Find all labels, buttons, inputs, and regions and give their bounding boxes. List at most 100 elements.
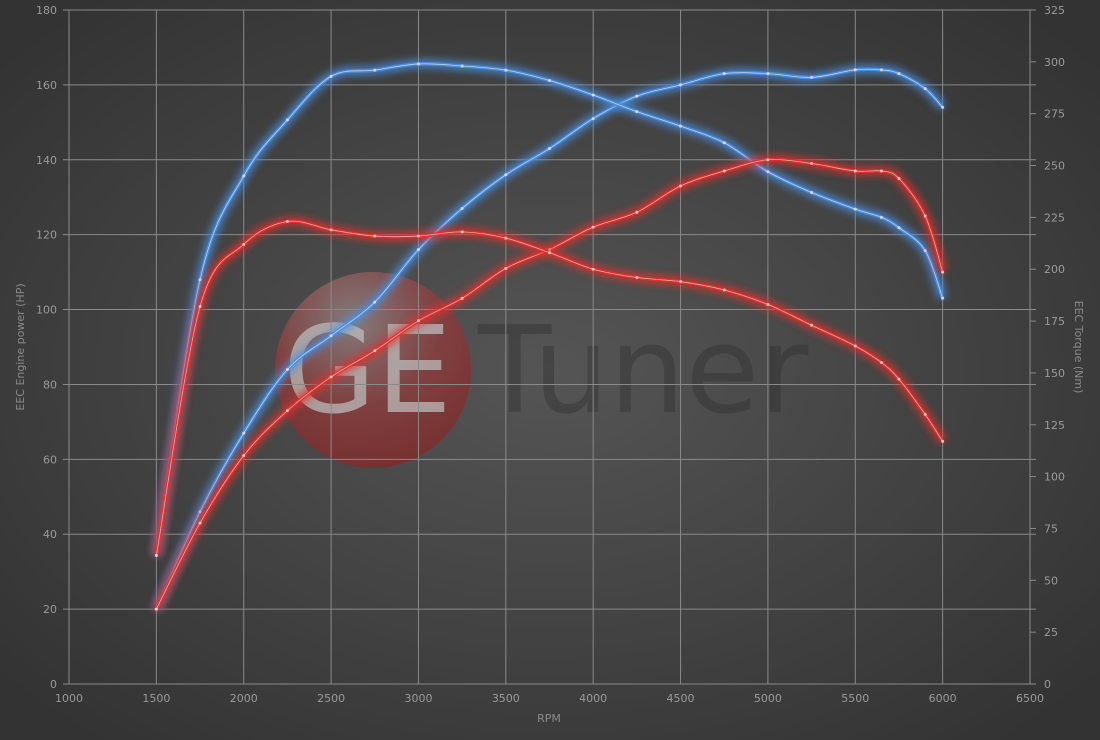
data-point (198, 521, 202, 525)
series-0-power-line (152, 64, 947, 611)
y-right-tick-label: 150 (1044, 367, 1065, 380)
data-point (853, 207, 857, 211)
x-tick-label: 5500 (841, 692, 869, 705)
data-point (853, 169, 857, 173)
data-point (679, 184, 683, 188)
data-point (154, 607, 158, 611)
data-point (548, 79, 551, 83)
data-point (941, 270, 945, 274)
y-right-tick-label: 100 (1044, 471, 1065, 484)
data-point (766, 302, 770, 306)
data-point (722, 288, 726, 292)
data-point (897, 226, 901, 230)
data-point (460, 230, 464, 234)
data-point (810, 190, 814, 194)
data-point (923, 249, 927, 253)
data-point (679, 124, 683, 128)
y-left-tick-label: 160 (36, 79, 57, 92)
data-point (285, 220, 289, 224)
data-point (460, 206, 464, 210)
data-point (810, 162, 814, 166)
data-point (941, 296, 945, 300)
data-point (923, 412, 927, 416)
y-right-tick-label: 225 (1044, 211, 1065, 224)
y-axis-right-label: EEC Torque (Nm) (1072, 301, 1085, 394)
data-point (242, 174, 246, 178)
data-point (504, 266, 508, 270)
svg-text:GE: GE (283, 302, 452, 441)
y-left-tick-label: 100 (36, 304, 57, 317)
data-point (897, 177, 901, 180)
data-point (154, 553, 158, 557)
data-point (923, 214, 927, 218)
data-point (635, 210, 639, 214)
x-tick-label: 6000 (929, 692, 957, 705)
data-point (853, 344, 857, 348)
data-point (879, 215, 883, 219)
data-point (679, 280, 683, 284)
data-point (373, 68, 377, 72)
data-point (722, 72, 726, 76)
svg-text:Tuner: Tuner (477, 302, 809, 441)
data-point (329, 228, 333, 232)
y-left-tick-label: 0 (50, 678, 57, 691)
x-tick-label: 6500 (1016, 692, 1044, 705)
x-tick-label: 2000 (230, 692, 258, 705)
y-left-tick-label: 120 (36, 229, 57, 242)
data-point (766, 170, 770, 174)
y-right-tick-label: 25 (1044, 626, 1058, 639)
data-point (635, 276, 639, 280)
y-right-tick-label: 250 (1044, 160, 1065, 173)
x-tick-label: 2500 (317, 692, 345, 705)
x-tick-label: 5000 (754, 692, 782, 705)
data-point (373, 300, 377, 304)
data-point (460, 296, 464, 300)
data-point (941, 439, 945, 443)
y-right-tick-label: 0 (1044, 678, 1051, 691)
data-point (897, 72, 901, 76)
data-point (591, 225, 595, 229)
y-right-tick-label: 275 (1044, 108, 1065, 121)
data-point (897, 377, 901, 381)
data-point (198, 305, 202, 309)
y-left-tick-label: 140 (36, 154, 57, 167)
data-point (853, 68, 857, 72)
data-point (329, 74, 333, 78)
data-point (416, 319, 420, 323)
y-left-tick-label: 180 (36, 4, 57, 17)
series-1-torque-line (151, 59, 947, 557)
x-tick-label: 4000 (579, 692, 607, 705)
data-point (722, 169, 726, 173)
x-tick-label: 1500 (142, 692, 170, 705)
data-point (373, 349, 377, 353)
data-point (504, 68, 508, 72)
data-point (548, 251, 551, 255)
data-point (416, 62, 420, 66)
data-point (416, 234, 420, 238)
y-left-tick-label: 60 (43, 453, 57, 466)
x-tick-label: 3500 (492, 692, 520, 705)
y-axis-left-label: EEC Engine power (HP) (14, 283, 27, 410)
data-point (879, 361, 883, 365)
y-left-tick-label: 80 (43, 378, 57, 391)
data-point (548, 147, 551, 151)
data-point (941, 105, 945, 109)
data-point (810, 75, 814, 79)
y-right-tick-label: 125 (1044, 419, 1065, 432)
x-tick-label: 4500 (667, 692, 695, 705)
data-point (329, 334, 333, 338)
data-point (242, 454, 246, 458)
data-point (198, 510, 202, 514)
data-point (285, 118, 289, 122)
data-point (766, 72, 770, 76)
data-point (198, 278, 202, 282)
data-point (285, 409, 289, 413)
series-2-power-line (152, 155, 947, 612)
data-point (242, 431, 246, 435)
y-left-tick-label: 40 (43, 528, 57, 541)
x-axis-label: RPM (537, 712, 561, 725)
series-3-torque-line (151, 216, 947, 557)
data-point (879, 68, 883, 72)
data-point (679, 83, 683, 87)
